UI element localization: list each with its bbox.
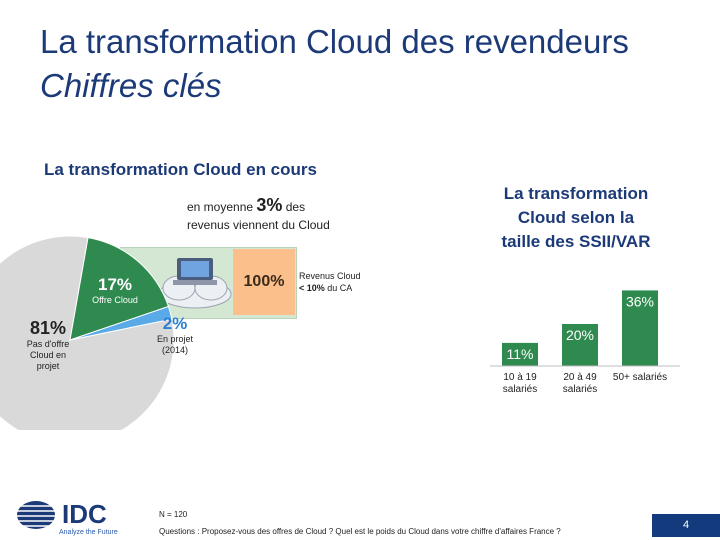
slide-title: La transformation Cloud des revendeurs (40, 23, 629, 60)
bar-value-label-1: 20% (566, 327, 594, 343)
slice-value-offer: 17% (97, 275, 133, 294)
rev-label-line1: Revenus Cloud (299, 271, 361, 281)
avg-line-2: revenus viennent du Cloud (187, 218, 330, 232)
rev-label-rest: du CA (324, 283, 353, 293)
pie-slice-project (69, 305, 173, 341)
bar-2 (622, 290, 658, 366)
slice-text-project: En projet (2014) (156, 334, 194, 355)
hundred-percent-box: 100% (233, 249, 295, 315)
avg-prefix: en moyenne (187, 200, 257, 214)
idc-logo-text: IDC (62, 499, 107, 529)
sample-size-note: N = 120 (159, 510, 188, 519)
left-chart-heading: La transformation Cloud en cours (44, 160, 317, 179)
slice-text-no-offer: Pas d'offre Cloud en projet (26, 339, 70, 371)
right-chart-heading: La transformation Cloud selon la taille … (488, 182, 664, 254)
slice-label-project: 2% En projet (2014) (150, 314, 200, 356)
category-label-2-0: 50+ salariés (613, 372, 667, 383)
category-label-1-0: 20 à 49 (563, 372, 597, 383)
average-revenue-note: en moyenne 3% des revenus viennent du Cl… (187, 196, 397, 234)
pie-slice-no-offer (0, 235, 175, 430)
avg-value: 3% (256, 195, 283, 215)
category-label-1-1: salariés (563, 384, 597, 395)
right-heading-line-3: taille des SSII/VAR (501, 232, 651, 251)
bar-1 (562, 324, 598, 366)
idc-globe-logo-icon (17, 501, 55, 529)
bar-0 (502, 342, 538, 366)
category-label-0-1: salariés (503, 384, 537, 395)
slice-label-no-offer: 81% Pas d'offre Cloud en projet (18, 318, 78, 372)
bar-value-label-2: 36% (626, 293, 654, 309)
slice-text-offer: Offre Cloud (92, 295, 138, 305)
category-label-0-0: 10 à 19 (503, 372, 537, 383)
rev-label-bold: < 10% (299, 283, 325, 293)
avg-suffix: des (282, 200, 306, 214)
right-heading-line-1: La transformation (503, 184, 649, 203)
slice-value-project: 2% (162, 314, 188, 333)
cloud-offer-pie-chart (0, 235, 175, 430)
cloud-revenue-label: Revenus Cloud < 10% du CA (299, 270, 419, 294)
right-heading-line-2: Cloud selon la (517, 208, 635, 227)
idc-tagline: Analyze the Future (59, 529, 118, 536)
bar-value-label-0: 11% (507, 346, 534, 362)
slice-label-offer: 17% Offre Cloud (85, 275, 145, 305)
page-number: 4 (652, 514, 720, 537)
survey-questions-note: Questions : Proposez-vous des offres de … (159, 527, 561, 536)
cloud-computer-icon (158, 258, 232, 309)
slice-value-no-offer: 81% (29, 318, 67, 338)
slide-subtitle: Chiffres clés (40, 67, 222, 104)
